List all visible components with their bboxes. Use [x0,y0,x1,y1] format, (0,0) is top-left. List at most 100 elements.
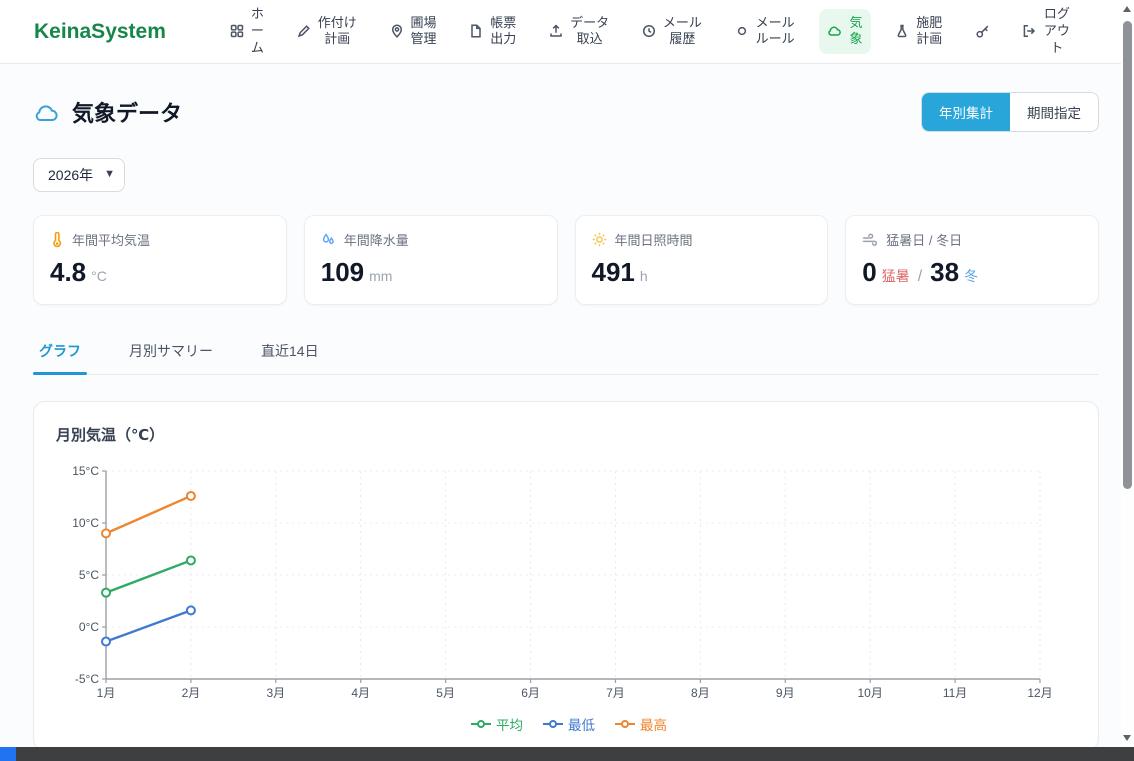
svg-text:3月: 3月 [266,686,285,700]
winter-day-label: 冬 [964,268,979,284]
tab-last-14-days[interactable]: 直近14日 [261,343,319,359]
svg-text:11月: 11月 [943,686,967,700]
legend-item: 最低 [543,714,595,734]
nav-item-label: ホーム [250,6,264,55]
svg-text:4月: 4月 [351,686,370,700]
legend-label: 最低 [568,718,595,733]
cloud-icon [35,105,58,121]
chart-legend: 平均 最低 最高 [56,714,1082,738]
bottom-bar-accent [0,747,16,761]
year-select[interactable]: 2026年 [33,158,125,192]
yearly-summary-button[interactable]: 年別集計 [922,93,1010,131]
legend-label: 平均 [496,718,523,733]
monthly-temperature-chart: -5°C 0°C 5°C 10°C 15°C 1月 2月 3月 4月 5月 6月 7月 8月 9月 10月 1… [72,464,1052,700]
top-navbar: KeinaSystem ホーム 作付け計画 圃場管理 帳票出力 データ取込 メー… [0,0,1134,64]
sun-icon [592,232,606,247]
stat-label: 年間降水量 [343,233,409,248]
stats-row: 年間平均気温 4.8 °C 年間降水量 109 mm 年間日照時間 [33,215,1099,305]
nav-item-label: 帳票出力 [490,14,517,47]
nav-item-report-output[interactable]: 帳票出力 [461,9,525,55]
chart-title: 月別気温（℃） [56,427,165,444]
nav-item-label: 圃場管理 [410,14,437,47]
logout-icon [1023,25,1035,38]
stat-value: 4.8 [50,257,87,287]
svg-text:9月: 9月 [776,686,795,700]
nav-item-fertilization-plan[interactable]: 施肥計画 [887,9,951,55]
year-select-wrap: 2026年 ▼ [33,158,125,192]
cloud-icon [828,27,842,37]
nav-item-password[interactable] [967,18,998,45]
tab-graph[interactable]: グラフ [33,331,87,375]
legend-marker-icon [471,720,491,728]
nav-item-mail-rules[interactable]: メールルール [727,9,804,55]
page-title: 気象データ [72,101,183,126]
nav-item-data-import[interactable]: データ取込 [541,9,618,55]
nav-item-label: ログアウト [1043,6,1070,55]
svg-text:8月: 8月 [691,686,710,700]
svg-text:7月: 7月 [606,686,625,700]
nav-item-label: データ取込 [570,14,610,47]
svg-text:2月: 2月 [182,686,201,700]
nav-item-mail-history[interactable]: メール履歴 [634,9,711,55]
legend-item: 平均 [471,714,523,734]
stat-card-extreme-days: 猛暑日 / 冬日 0 猛暑 / 38 冬 [845,215,1099,305]
circle-icon [737,27,746,36]
svg-text:10月: 10月 [858,686,883,700]
bottom-bar [0,747,1134,761]
thermometer-icon [53,231,62,247]
grid-icon [230,25,244,38]
svg-text:0°C: 0°C [79,620,99,634]
svg-text:1月: 1月 [97,686,116,700]
main-nav: ホーム 作付け計画 圃場管理 帳票出力 データ取込 メール履歴 メールルール [176,0,1108,63]
stat-unit: °C [91,268,107,284]
nav-item-field-management[interactable]: 圃場管理 [382,9,446,55]
stat-value: 109 [320,257,365,287]
nav-item-logout[interactable]: ログアウト [1014,0,1080,63]
key-icon [976,25,989,38]
svg-text:15°C: 15°C [72,464,99,478]
nav-item-label: 気象 [849,14,863,47]
brand-logo[interactable]: KeinaSystem [34,19,166,43]
hot-day-label: 猛暑 [881,268,910,284]
nav-item-planting-plan[interactable]: 作付け計画 [289,9,366,55]
svg-text:10°C: 10°C [72,516,99,530]
stat-card-avg-temp: 年間平均気温 4.8 °C [33,215,287,305]
stat-label: 猛暑日 / 冬日 [886,233,963,248]
legend-item: 最高 [615,714,667,734]
stat-label: 年間日照時間 [614,233,693,248]
stat-value-winter: 38 [930,257,960,287]
tab-bar: グラフ 月別サマリー 直近14日 [33,331,1099,375]
nav-item-label: 施肥計画 [916,14,943,47]
pencil-icon [297,25,310,38]
stat-unit: mm [369,268,393,284]
svg-text:6月: 6月 [521,686,540,700]
legend-marker-icon [615,720,635,728]
nav-item-home[interactable]: ホーム [222,0,273,63]
stat-value-hot: 0 [862,257,877,287]
map-pin-icon [391,24,402,39]
nav-item-label: 作付け計画 [317,14,357,47]
svg-text:12月: 12月 [1027,686,1052,700]
nav-item-label: メールルール [755,14,795,47]
stat-unit: h [639,268,648,284]
chart-panel: 月別気温（℃） -5°C 0°C 5°C 10°C 15°C 1月 2月 3月 4月 5月 6月 7月… [33,401,1099,751]
scrollbar-thumb[interactable] [1123,21,1132,489]
scroll-up-arrow-icon[interactable] [1123,6,1131,12]
tab-monthly-summary[interactable]: 月別サマリー [129,343,213,359]
upload-icon [550,24,562,38]
legend-label: 最高 [640,718,667,733]
flask-icon [897,25,907,38]
svg-text:-5°C: -5°C [75,672,99,686]
vertical-scrollbar[interactable] [1121,0,1134,747]
scroll-down-arrow-icon[interactable] [1123,735,1131,741]
nav-item-weather[interactable]: 気象 [819,8,872,55]
stat-label: 年間平均気温 [72,233,151,248]
period-select-button[interactable]: 期間指定 [1010,93,1098,131]
view-toggle: 年別集計 期間指定 [921,92,1099,132]
separator: / [917,268,923,285]
droplet-icon [322,233,334,245]
history-icon [642,25,655,38]
svg-text:5月: 5月 [436,686,455,700]
legend-marker-icon [543,720,563,728]
stat-card-sunshine: 年間日照時間 491 h [574,215,829,305]
